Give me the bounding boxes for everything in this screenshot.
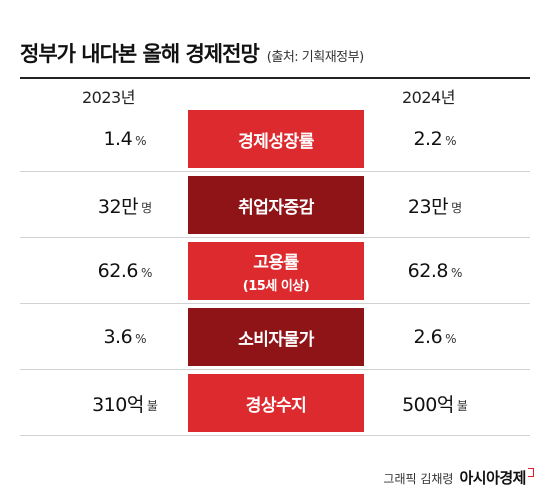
indicator-name: 경상수지 [245, 395, 307, 416]
value-2023: 62.6% [50, 238, 200, 304]
value-unit: % [445, 134, 457, 148]
page-title: 정부가 내다본 올해 경제전망 [20, 42, 260, 66]
indicator-name: 소비자물가 [238, 329, 314, 350]
indicator-label: 경상수지 [188, 374, 364, 432]
header: 정부가 내다본 올해 경제전망 (출처: 기획재정부) [20, 38, 364, 68]
value-number: 2.6 [413, 326, 443, 348]
indicator-label: 경제성장률 [188, 110, 364, 168]
logo-mark-icon [528, 468, 534, 477]
row-divider [20, 171, 530, 172]
value-2024: 500억 불 [360, 370, 510, 436]
value-number: 23만 [407, 195, 449, 218]
indicator-label: 고용률 (15세 이상) [188, 242, 364, 300]
value-number: 2.2 [413, 128, 443, 150]
row-divider [20, 303, 530, 304]
graphic-credit: 그래픽 김채령 아시아경제 [383, 467, 534, 488]
value-number: 1.4 [103, 128, 133, 150]
value-2023: 32만 명 [50, 172, 200, 238]
value-number: 500억 [402, 393, 454, 416]
row-divider [20, 435, 530, 436]
table-row: 62.6% 고용률 (15세 이상) 62.8% [20, 238, 530, 304]
value-unit: 불 [456, 398, 468, 413]
value-unit: % [135, 332, 147, 346]
indicator-name: 고용률 [253, 253, 299, 273]
value-number: 62.6 [97, 260, 139, 282]
value-2024: 2.6% [360, 304, 510, 370]
value-unit: 명 [451, 200, 463, 215]
value-unit: % [450, 266, 463, 280]
value-2024: 62.8% [360, 238, 510, 304]
value-2023: 310억 불 [50, 370, 200, 436]
table-row: 3.6% 소비자물가 2.6% [20, 304, 530, 370]
title-divider [20, 77, 530, 79]
indicator-label: 취업자증감 [188, 176, 364, 234]
table-row: 1.4% 경제성장률 2.2% [20, 106, 530, 172]
indicator-label: 소비자물가 [188, 308, 364, 366]
value-number: 32만 [97, 195, 139, 218]
row-divider [20, 237, 530, 238]
value-2023: 1.4% [50, 106, 200, 172]
row-divider [20, 369, 530, 370]
table-row: 32만 명 취업자증감 23만 명 [20, 172, 530, 238]
credit-text: 그래픽 김채령 [383, 472, 454, 486]
indicator-name: 경제성장률 [238, 131, 314, 152]
indicator-sublabel: (15세 이상) [242, 279, 310, 294]
value-unit: % [445, 332, 457, 346]
value-unit: % [140, 266, 153, 280]
value-unit: 명 [141, 200, 153, 215]
value-unit: % [135, 134, 147, 148]
indicator-name: 취업자증감 [238, 197, 314, 218]
value-2024: 23만 명 [360, 172, 510, 238]
table-row: 310억 불 경상수지 500억 불 [20, 370, 530, 436]
value-2024: 2.2% [360, 106, 510, 172]
year-right: 2024년 [402, 88, 455, 107]
value-number: 310억 [92, 393, 144, 416]
source-note: (출처: 기획재정부) [266, 50, 364, 65]
value-number: 62.8 [407, 260, 449, 282]
value-unit: 불 [146, 398, 158, 413]
year-left: 2023년 [82, 88, 135, 107]
value-2023: 3.6% [50, 304, 200, 370]
publisher-logo: 아시아경제 [459, 469, 526, 487]
value-number: 3.6 [103, 326, 133, 348]
